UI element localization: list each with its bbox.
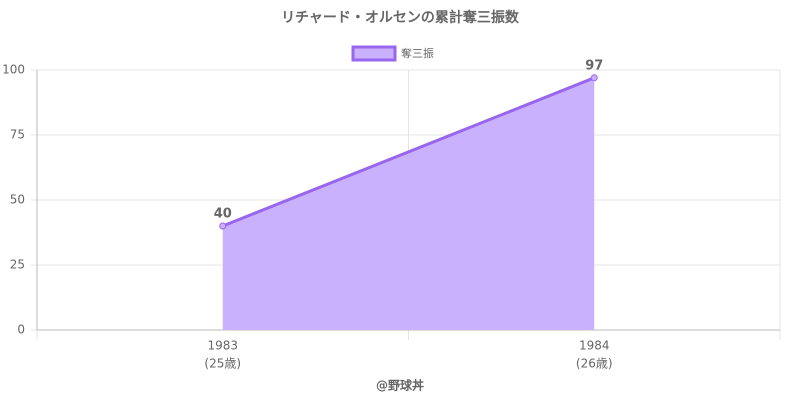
point — [219, 222, 227, 230]
x-tick-sublabel: (26歳) — [576, 357, 613, 371]
y-tick-label: 100 — [2, 63, 25, 77]
legend-swatch — [351, 45, 397, 62]
chart-title: リチャード・オルセンの累計奪三振数 — [281, 9, 520, 26]
y-tick-label: 50 — [10, 193, 25, 207]
x-tick-sublabel: (25歳) — [204, 357, 241, 371]
y-tick-label: 75 — [10, 128, 25, 142]
area — [222, 77, 595, 330]
data-label: 97 — [585, 58, 603, 73]
footer: @野球丼 — [376, 378, 424, 393]
data-label: 40 — [214, 207, 232, 222]
y-tick-label: 25 — [10, 258, 25, 272]
x-tick-label: 1983 — [207, 339, 238, 353]
y-tick-label: 0 — [17, 323, 25, 337]
legend-label: 奪三振 — [401, 46, 434, 60]
point — [590, 74, 598, 82]
x-tick-label: 1984 — [579, 339, 610, 353]
line — [222, 76, 595, 228]
